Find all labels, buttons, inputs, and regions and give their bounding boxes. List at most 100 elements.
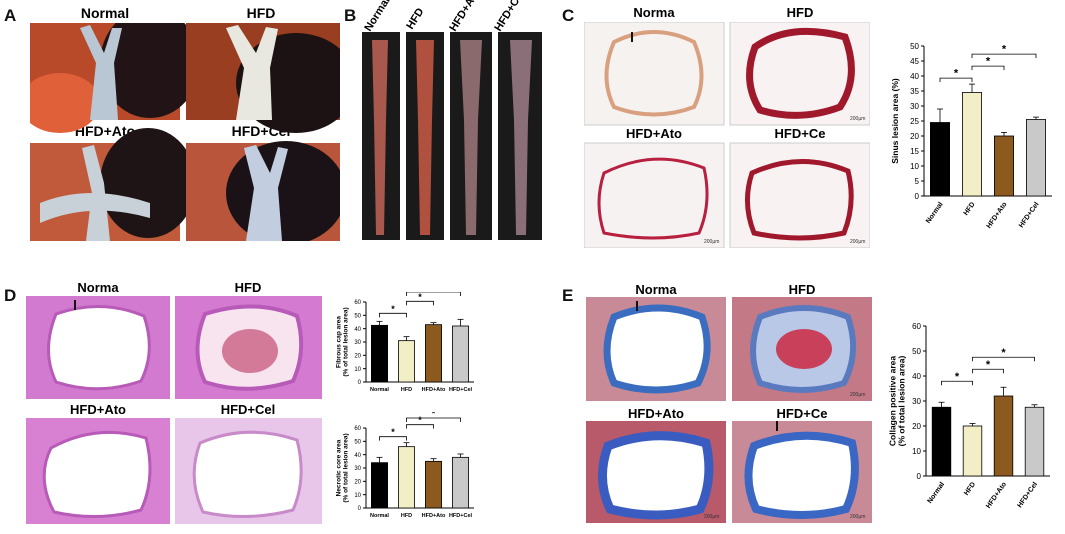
- chart-collagen-positive-area: 0 10 20 30 40 50 60 Collagen positive area(% of…: [888, 322, 1050, 510]
- significance-star: *: [418, 415, 422, 425]
- y-tick-label: 35: [910, 87, 919, 96]
- scale-bar-label: 200µm: [704, 239, 719, 245]
- significance-star: *: [418, 292, 422, 302]
- y-tick-label: 5: [915, 177, 920, 186]
- category-label: HFD+Ato: [985, 481, 1008, 510]
- y-tick-label: 50: [354, 439, 361, 445]
- panel-b-enface-aortas: Normal HFD HFD+Ato HFD+Cel: [362, 0, 542, 240]
- scale-bar-label: 200µm: [850, 392, 865, 398]
- aorta-photo-hfd: [186, 23, 340, 133]
- y-tick-label: 50: [912, 347, 921, 356]
- bar-normal: [930, 122, 951, 197]
- y-axis-label: Fibrous cap area(% of total lesion area): [336, 307, 350, 376]
- bar-hfd: [962, 92, 983, 197]
- panel-label-c: C: [562, 6, 575, 25]
- oil-red-section-hfd-ato: 200µm: [584, 142, 725, 248]
- he-section-hfd: [175, 296, 322, 399]
- chart-necrotic-core-area: 0 10 20 30 40 50 60 Necrotic core area(% of tot…: [336, 412, 474, 519]
- category-label: Normal: [925, 201, 945, 225]
- panel-d-title-hfd-cel: HFD+Cel: [220, 402, 276, 417]
- category-label: HFD: [963, 201, 977, 217]
- scale-bar-label: 200µm: [850, 514, 865, 520]
- significance-bracket: [972, 356, 1035, 362]
- panel-d-title-normal: Norma: [77, 280, 119, 295]
- y-tick-label: 50: [354, 313, 361, 319]
- significance-star: *: [986, 56, 991, 68]
- y-tick-label: 40: [354, 453, 361, 459]
- significance-bracket: [379, 312, 407, 318]
- panel-c-oil-red-sections: 200µm 200µm 200µm: [584, 22, 870, 248]
- y-tick-label: 50: [910, 42, 919, 51]
- scale-bar-label: 200µm: [704, 514, 719, 520]
- category-label: Normal: [370, 513, 389, 519]
- he-section-hfd-cel: [175, 418, 322, 524]
- significance-bracket: [971, 65, 1005, 71]
- y-tick-label: 0: [915, 192, 920, 201]
- significance-star: *: [432, 412, 436, 419]
- y-tick-label: 40: [912, 372, 921, 381]
- significance-bracket: [939, 77, 973, 83]
- bar-hfd-cel: [452, 325, 470, 383]
- scale-bar-label: 200µm: [850, 116, 865, 122]
- y-tick-label: 40: [910, 72, 919, 81]
- significance-star: *: [432, 292, 436, 293]
- enface-aorta-normal: [362, 32, 400, 240]
- bar-hfd-ato: [993, 395, 1014, 477]
- bar-hfd-cel: [1025, 119, 1046, 197]
- significance-bracket: [406, 292, 461, 296]
- masson-section-hfd-ce: 200µm: [732, 421, 872, 523]
- significance-star: *: [986, 359, 991, 371]
- category-label: HFD+Cel: [449, 513, 473, 519]
- chart-sinus-lesion-area: 0 5 10 15 20 25 30 35 40 45 50 Sinus lesion area (%…: [890, 42, 1052, 230]
- masson-section-normal: [586, 297, 726, 401]
- enface-aorta-hfd: [406, 32, 444, 240]
- bar-hfd-ato: [994, 135, 1015, 197]
- bar-normal: [931, 406, 952, 477]
- panel-b-title-normal: Normal: [362, 0, 392, 34]
- panel-e-title-hfd: HFD: [788, 282, 816, 297]
- panel-d-he-sections: [26, 296, 322, 524]
- bar-hfd-cel: [1024, 406, 1045, 477]
- bar-hfd-cel: [452, 456, 470, 509]
- aorta-photo-hfd-cel: [186, 141, 340, 241]
- category-label: HFD: [963, 481, 977, 497]
- category-label: Normal: [370, 387, 389, 393]
- panel-d-title-hfd: HFD: [234, 280, 262, 295]
- aorta-photo-hfd-ato: [30, 128, 196, 241]
- category-label: HFD+Ato: [422, 513, 446, 519]
- y-tick-label: 20: [354, 353, 361, 359]
- y-tick-label: 40: [354, 327, 361, 333]
- significance-star: *: [954, 68, 959, 80]
- panel-a-title-hfd-ato: HFD+Ato: [74, 123, 136, 139]
- category-label: HFD+Cel: [449, 387, 473, 393]
- y-tick-label: 20: [912, 422, 921, 431]
- category-label: Normal: [927, 481, 947, 505]
- significance-bracket: [941, 380, 973, 386]
- category-label: HFD+Cel: [1017, 481, 1040, 509]
- panel-d-title-hfd-ato: HFD+Ato: [70, 402, 126, 417]
- panel-b-title-hfd-cel: HFD+Cel: [492, 0, 527, 34]
- panel-b-title-hfd: HFD: [404, 6, 426, 32]
- y-tick-label: 20: [354, 479, 361, 485]
- significance-star: *: [1001, 347, 1006, 359]
- significance-bracket: [971, 53, 1037, 59]
- y-tick-label: 30: [910, 102, 919, 111]
- significance-star: *: [391, 304, 395, 314]
- significance-bracket: [406, 417, 461, 422]
- significance-bracket: [972, 368, 1004, 374]
- panel-e-title-hfd-ce: HFD+Ce: [776, 406, 828, 421]
- y-tick-label: 10: [910, 162, 919, 171]
- panel-label-a: A: [4, 6, 17, 25]
- bar-hfd: [398, 446, 416, 509]
- panel-c-title-normal: Norma: [633, 5, 675, 20]
- bar-normal: [371, 462, 389, 509]
- y-axis-label: Necrotic core area(% of total lesion are…: [336, 433, 350, 502]
- significance-star: *: [955, 371, 960, 383]
- bar-hfd-ato: [425, 460, 443, 509]
- y-tick-label: 25: [910, 117, 919, 126]
- oil-red-section-hfd: 200µm: [729, 22, 870, 126]
- masson-section-hfd-ato: 200µm: [586, 421, 726, 523]
- significance-bracket: [406, 300, 434, 306]
- y-tick-label: 30: [354, 340, 361, 346]
- y-tick-label: 20: [910, 132, 919, 141]
